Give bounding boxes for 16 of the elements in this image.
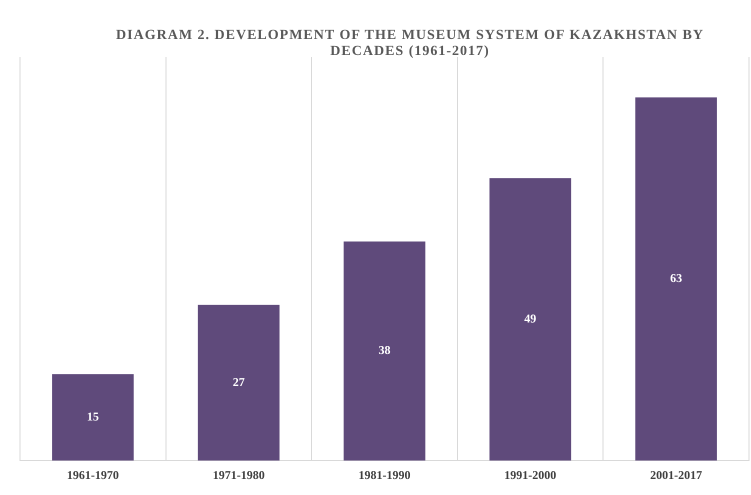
x-tick-label: 1961-1970 bbox=[66, 468, 119, 482]
chart-title: DIAGRAM 2. DEVELOPMENT OF THE MUSEUM SYSTEM OF KAZAKHSTAN BY DECADES (1961-2017) bbox=[115, 28, 705, 60]
x-tick-label: 2001-2017 bbox=[650, 468, 702, 482]
data-label: 63 bbox=[670, 271, 682, 286]
bar bbox=[52, 374, 134, 461]
bar bbox=[635, 97, 717, 461]
x-tick-label: 1991-2000 bbox=[504, 468, 556, 482]
bar bbox=[489, 178, 572, 461]
bar bbox=[198, 304, 280, 461]
x-tick-label: 1981-1990 bbox=[358, 468, 410, 482]
data-label: 15 bbox=[86, 409, 99, 424]
data-label: 27 bbox=[232, 374, 245, 389]
data-label: 49 bbox=[524, 311, 536, 326]
data-label: 38 bbox=[378, 343, 390, 358]
bar bbox=[344, 242, 426, 461]
x-tick-label: 1971-1980 bbox=[212, 468, 265, 482]
